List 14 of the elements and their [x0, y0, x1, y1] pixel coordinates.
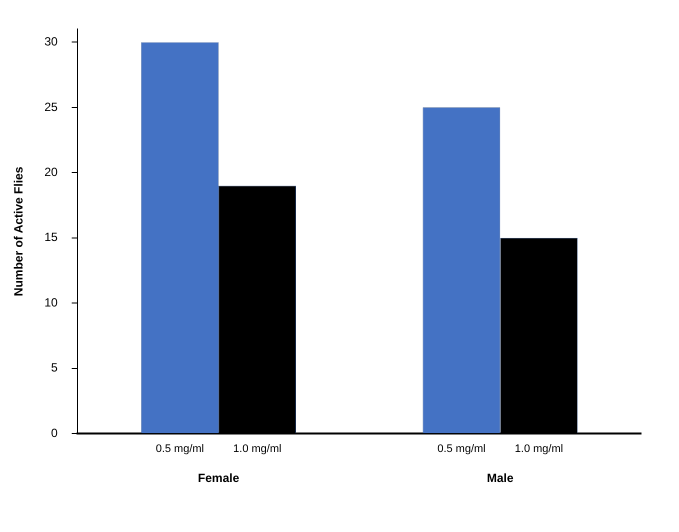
series-label: 1.0 mg/ml — [233, 443, 282, 456]
y-tick-label: 20 — [44, 165, 58, 180]
text: 1.0 mg/ml — [514, 443, 564, 456]
y-tick-label: 10 — [44, 295, 58, 310]
x-tick-label: Female — [198, 471, 240, 486]
y-tick-label: 30 — [44, 34, 58, 49]
y-tick-label: 25 — [44, 100, 58, 114]
y-tick-label: 0 — [51, 426, 58, 440]
y-axis-title: Number of Active Flies — [12, 166, 26, 296]
y-tick-label: 15 — [44, 230, 58, 244]
text: 0.5 mg/ml — [437, 443, 486, 456]
x-tick-label: Male — [486, 471, 514, 486]
y-tick-label: 5 — [51, 360, 58, 375]
series-label: 0.5 mg/ml — [156, 443, 204, 456]
